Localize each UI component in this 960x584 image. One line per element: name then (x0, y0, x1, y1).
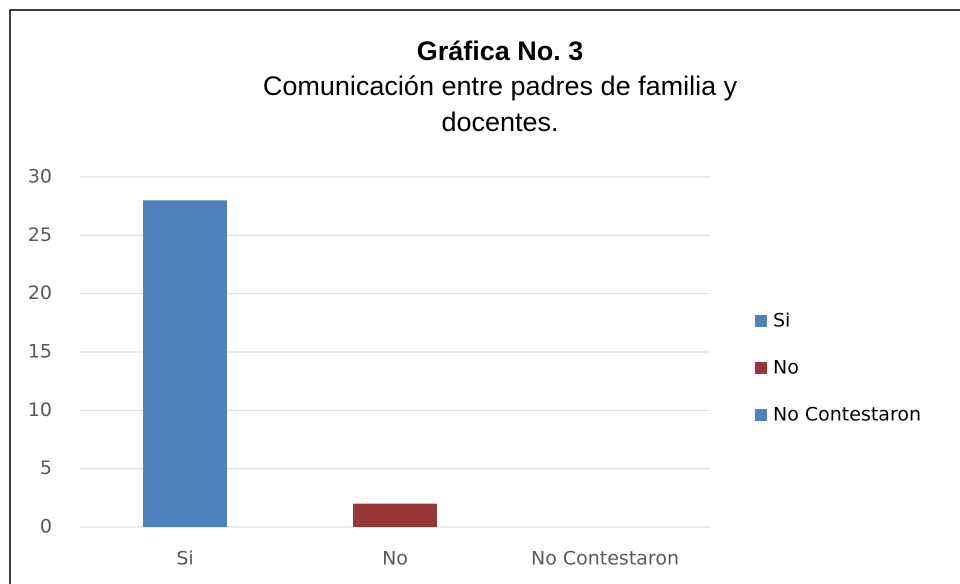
legend-swatch (755, 362, 767, 374)
x-tick-label: Si (176, 548, 193, 570)
legend-label: Si (773, 310, 790, 332)
y-tick-label: 15 (28, 341, 52, 363)
y-tick-label: 10 (28, 399, 52, 421)
chart-title: Gráfica No. 3 (416, 36, 584, 66)
y-tick-label: 20 (28, 282, 52, 304)
chart-subtitle: Comunicación entre padres de familia y d… (262, 71, 738, 137)
y-tick-label: 5 (40, 457, 52, 479)
bar (143, 200, 227, 528)
bar (353, 503, 437, 527)
y-tick-label: 0 (40, 516, 52, 538)
x-tick-label: No Contestaron (531, 548, 679, 570)
x-tick-label: No (382, 548, 408, 570)
legend-swatch (755, 409, 767, 421)
legend-swatch (755, 315, 767, 327)
legend-label: No Contestaron (773, 404, 921, 426)
legend-label: No (773, 357, 799, 379)
y-tick-label: 30 (28, 166, 52, 188)
chart-heading: Gráfica No. 3 Comunicación entre padres … (200, 34, 800, 140)
y-tick-label: 25 (28, 224, 52, 246)
